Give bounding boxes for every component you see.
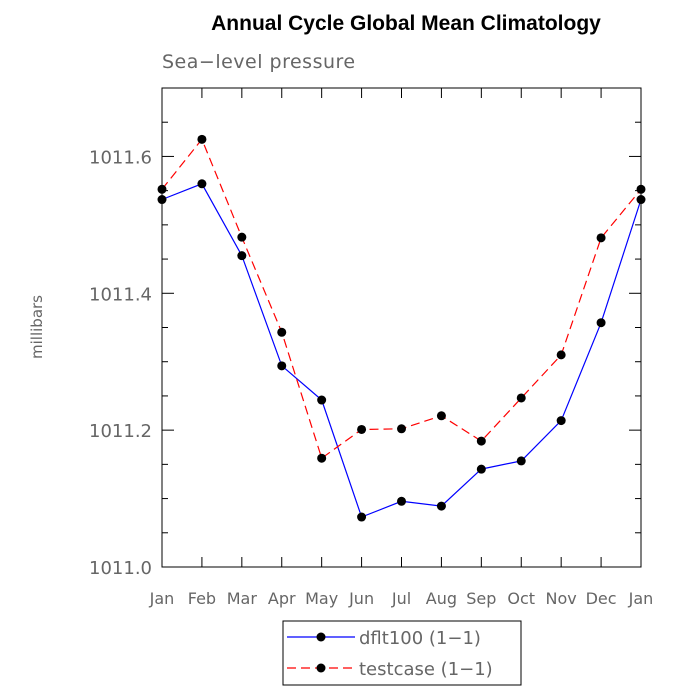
series-1-point [516, 456, 526, 466]
legend-marker-2 [316, 663, 326, 673]
series-1-point [197, 179, 207, 189]
series-1-point [397, 496, 406, 506]
series-2-point [476, 436, 486, 446]
y-tick-label: 1011.4 [89, 284, 152, 305]
legend: dflt100 (1−1) testcase (1−1) [282, 620, 522, 686]
x-tick-label: Jan [149, 589, 175, 608]
series-2-point [516, 393, 526, 403]
x-tick-label: Nov [546, 589, 577, 608]
series-line-1 [161, 183, 642, 518]
chart-title: Annual Cycle Global Mean Climatology [211, 12, 601, 35]
series-2-point [237, 232, 247, 242]
series-2-point [197, 134, 207, 144]
y-axis-label: millibars [28, 295, 46, 359]
series-line-2 [161, 138, 642, 460]
series-1-point [556, 416, 566, 426]
x-tick-label: Dec [586, 589, 617, 608]
x-tick-label: May [305, 589, 338, 608]
y-tick-label: 1011.2 [89, 421, 152, 442]
series-layer [157, 134, 646, 522]
x-tick-label: Feb [188, 589, 216, 608]
series-1-point [237, 251, 247, 261]
series-1-point [476, 464, 486, 474]
x-tick-label: Aug [426, 589, 457, 608]
legend-box [282, 620, 522, 686]
plot-frame [161, 87, 642, 568]
chart-subtitle: Sea−level pressure [162, 51, 356, 73]
x-tick-label: Mar [227, 589, 258, 608]
x-tick-label: Oct [507, 589, 535, 608]
x-tick-label: Jan [628, 589, 654, 608]
series-1-point [436, 501, 446, 511]
series-2-point [317, 453, 327, 463]
series-1-point [317, 395, 327, 405]
x-tick-label: Sep [466, 589, 496, 608]
series-2-point [157, 184, 167, 194]
series-2-point [436, 411, 446, 421]
legend-label-2: testcase (1−1) [359, 659, 493, 680]
series-2-point [556, 350, 566, 360]
series-2-point [277, 327, 287, 337]
series-2-point [357, 424, 367, 434]
x-axis: Jan Feb Mar Apr May Jun Jul Aug Sep Oct Nov Dec Jan [149, 88, 654, 608]
y-tick-label: 1011.0 [89, 558, 152, 579]
series-2-point [397, 424, 406, 434]
series-1-point [596, 318, 606, 328]
series-1-point [357, 512, 367, 522]
y-axis: 1011.0 1011.2 1011.4 1011.6 [89, 121, 641, 579]
series-1-point [277, 361, 287, 371]
legend-marker-1 [316, 632, 326, 642]
x-tick-label: Jul [391, 589, 411, 608]
series-1-point [636, 195, 646, 205]
legend-label-1: dflt100 (1−1) [359, 628, 481, 649]
series-1-point [157, 195, 167, 205]
x-tick-label: Jun [348, 589, 374, 608]
series-2-point [596, 233, 606, 243]
y-tick-label: 1011.6 [89, 147, 152, 168]
x-tick-label: Apr [268, 589, 296, 608]
series-2-point [636, 184, 646, 194]
